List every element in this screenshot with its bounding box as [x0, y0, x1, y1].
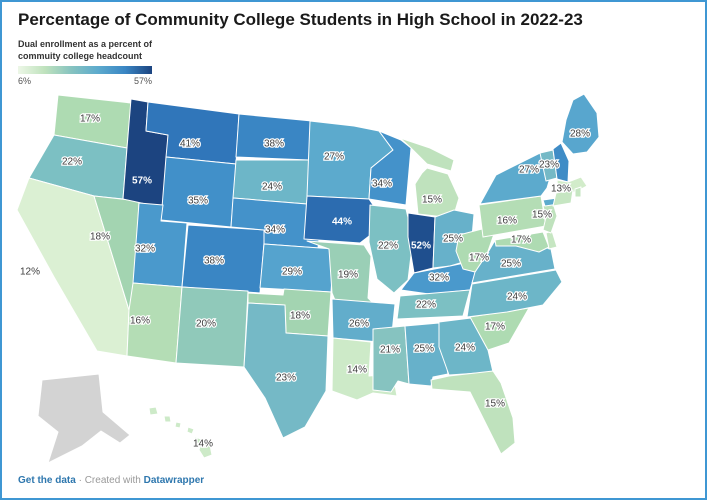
state-MS[interactable] — [372, 325, 410, 393]
legend-label-line1: Dual enrollment as a percent of — [18, 39, 153, 49]
footer: Get the data · Created with Datawrapper — [18, 475, 204, 486]
footer-separator: · — [78, 475, 82, 486]
state-HI[interactable] — [148, 406, 213, 459]
legend-label-line2: commuity college headcount — [18, 51, 143, 61]
state-RI[interactable] — [574, 186, 582, 198]
state-CT[interactable] — [552, 189, 574, 207]
state-AK[interactable] — [37, 373, 131, 464]
get-the-data-link[interactable]: Get the data — [18, 475, 76, 486]
state-SD[interactable] — [232, 159, 310, 205]
state-MI[interactable] — [399, 137, 460, 219]
state-label-CA: 12% — [20, 267, 40, 278]
state-WY[interactable] — [160, 156, 237, 228]
state-ND[interactable] — [235, 113, 313, 161]
state-KS[interactable] — [259, 243, 335, 293]
legend-max: 57% — [133, 76, 152, 86]
state-IA[interactable] — [303, 195, 381, 244]
state-NC[interactable] — [466, 269, 563, 318]
state-MD[interactable] — [494, 231, 550, 253]
state-TX[interactable] — [243, 302, 329, 439]
datawrapper-link[interactable]: Datawrapper — [143, 475, 205, 486]
footer-text: Created with — [84, 475, 141, 486]
state-NH[interactable] — [552, 142, 570, 183]
legend: Dual enrollment as a percent of commuity… — [18, 38, 188, 86]
state-CO[interactable] — [181, 224, 266, 294]
state-IL[interactable] — [368, 204, 414, 294]
state-TN[interactable] — [396, 289, 471, 320]
legend-gradient-bar — [18, 66, 152, 74]
legend-min: 6% — [18, 76, 32, 86]
state-NM[interactable] — [175, 286, 249, 368]
chart-title: Percentage of Community College Students… — [18, 10, 583, 29]
legend-ticks: 6% 57% — [18, 76, 152, 86]
state-IN[interactable] — [407, 212, 436, 274]
state-FL[interactable] — [430, 370, 516, 455]
state-AZ[interactable] — [126, 282, 183, 364]
state-WI[interactable] — [368, 130, 412, 206]
state-ME[interactable] — [561, 93, 600, 155]
